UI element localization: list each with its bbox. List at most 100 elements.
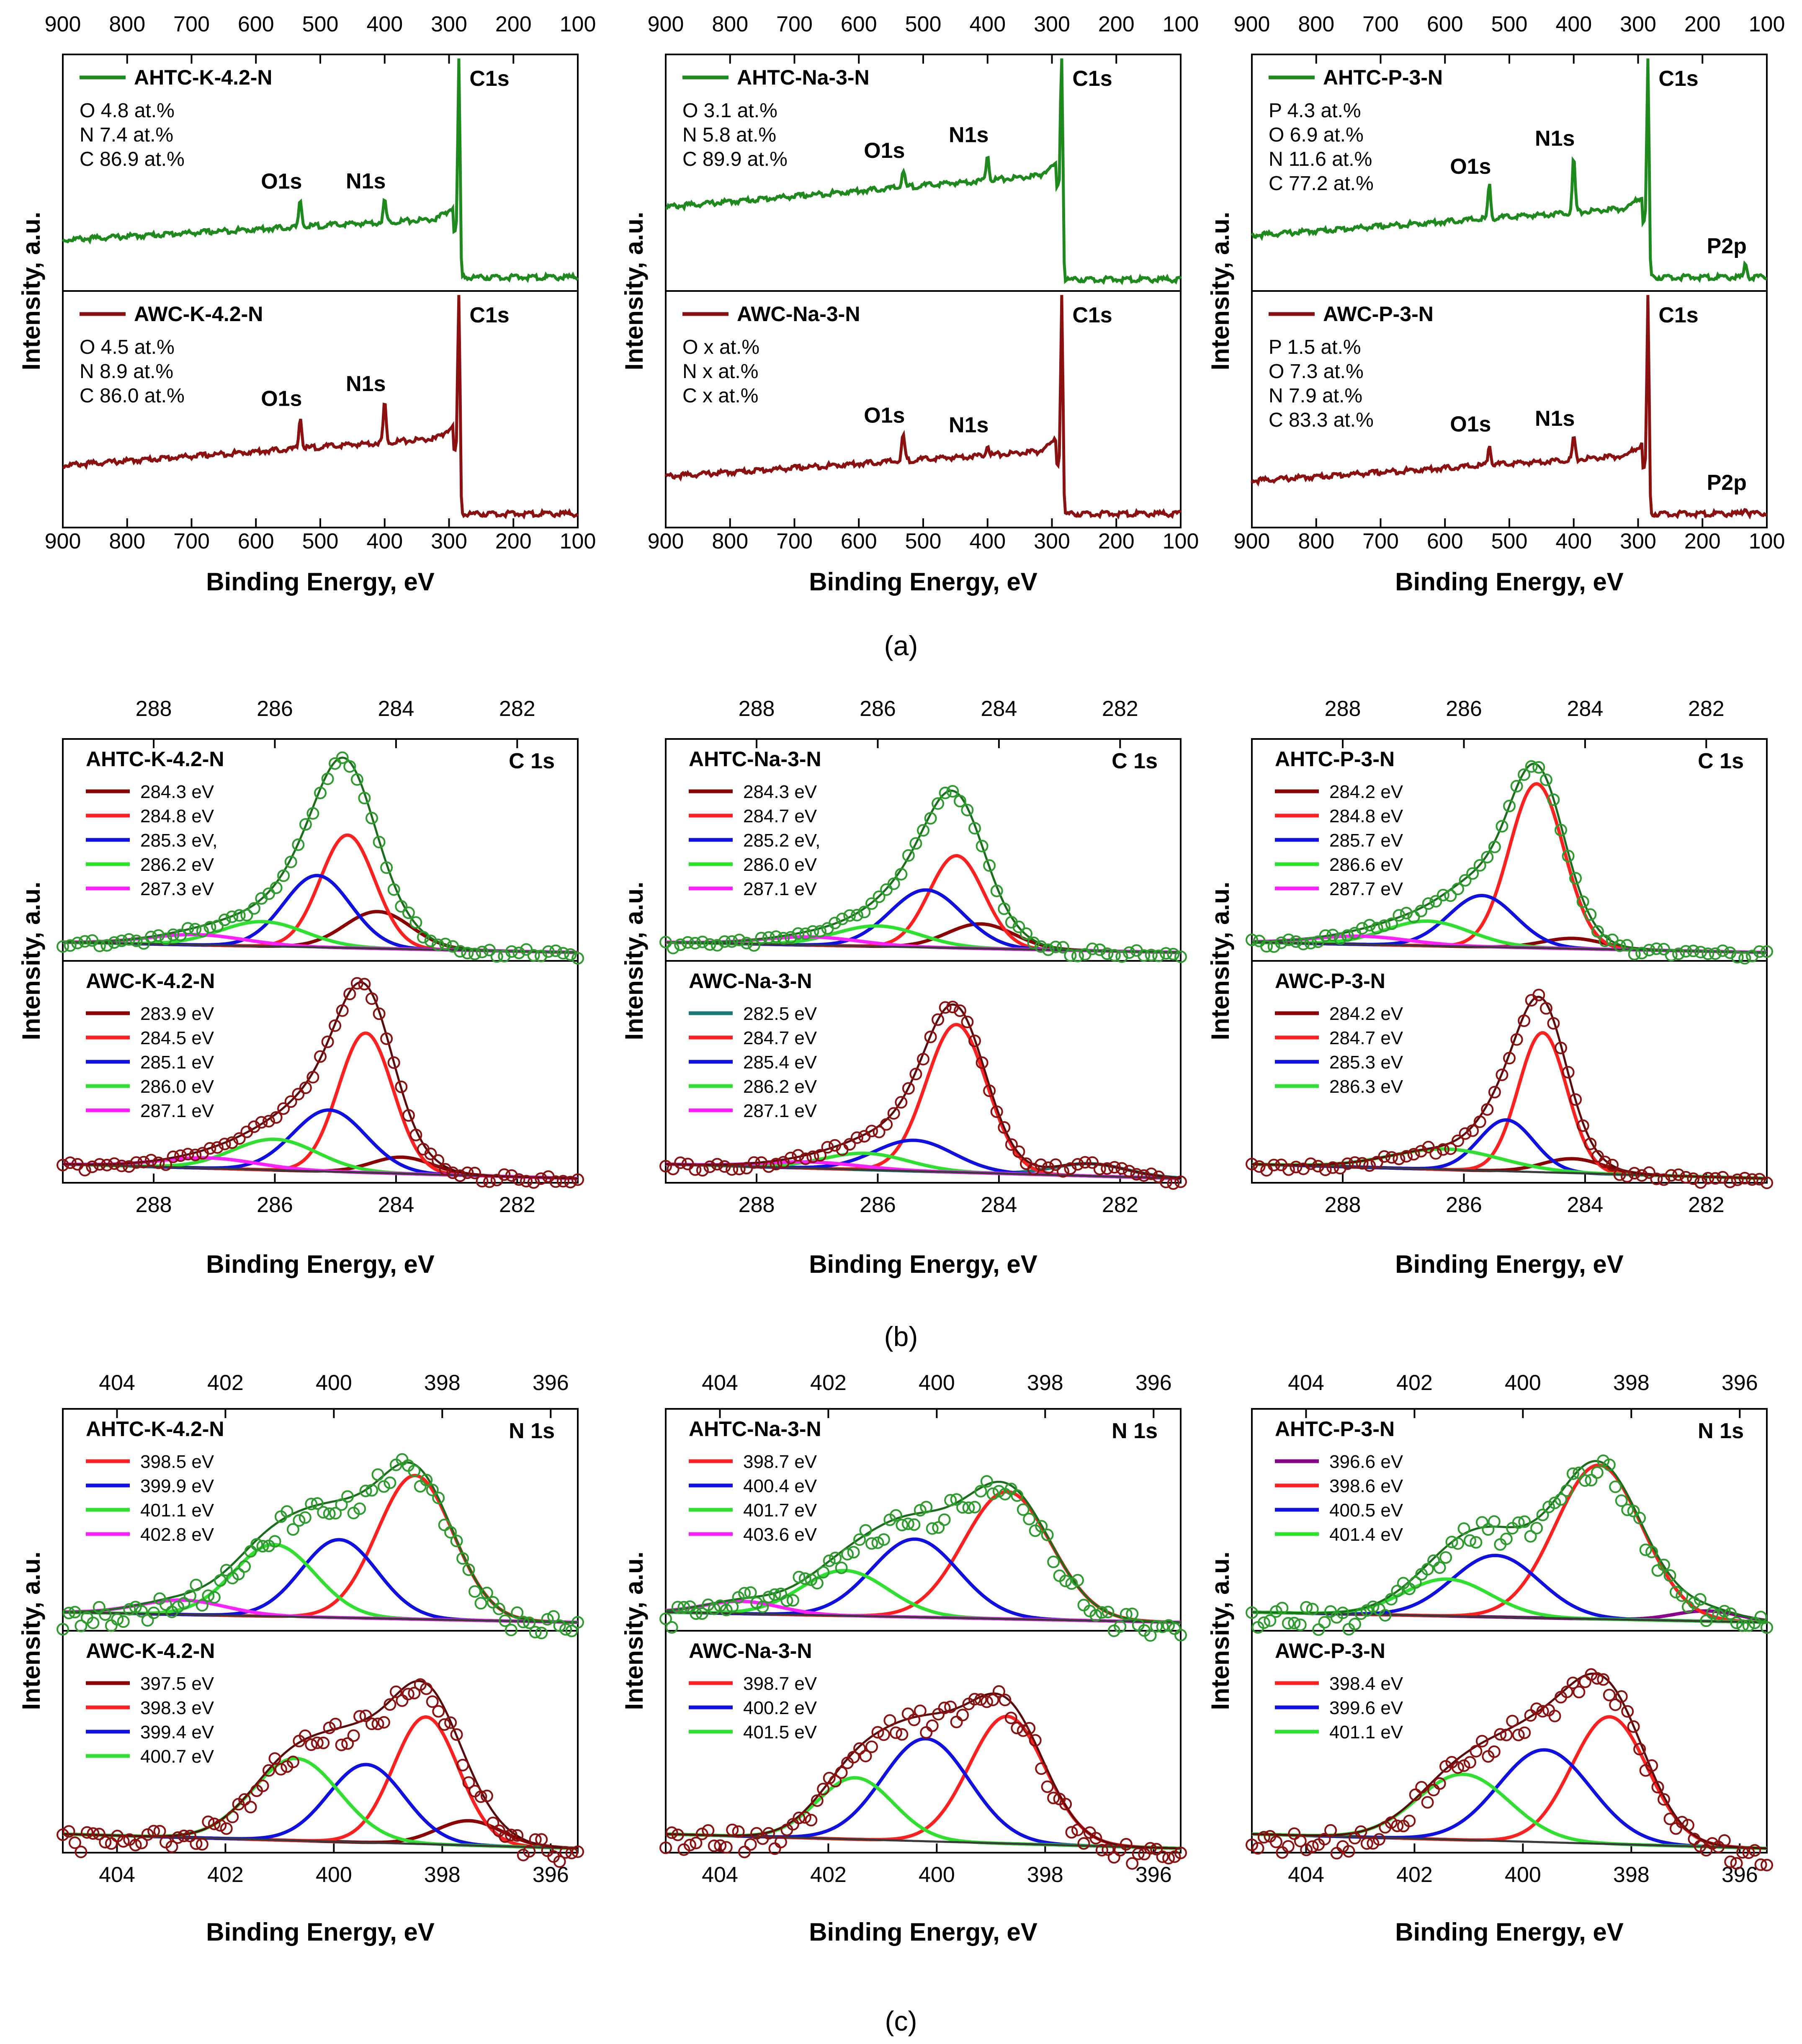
- data-point: [1319, 1164, 1332, 1176]
- data-point: [167, 928, 180, 941]
- data-point: [286, 1523, 299, 1536]
- data-point: [335, 1498, 348, 1511]
- data-point: [57, 1158, 69, 1171]
- data-point: [196, 924, 209, 937]
- data-point: [565, 1846, 578, 1859]
- data-point: [1444, 889, 1457, 902]
- data-point: [1576, 895, 1589, 908]
- series-name: AHTC-Na-3-N: [689, 1417, 821, 1441]
- data-point: [718, 935, 731, 948]
- legend-label: 284.7 eV: [743, 806, 817, 826]
- region-label: C 1s: [509, 749, 555, 773]
- data-point: [926, 1522, 939, 1535]
- data-point: [708, 1839, 721, 1852]
- data-point: [306, 807, 319, 820]
- data-point: [703, 1160, 716, 1173]
- data-point: [835, 1766, 848, 1779]
- data-point: [1282, 1163, 1295, 1176]
- data-point: [371, 1717, 384, 1730]
- peak-label: C1s: [1072, 303, 1112, 327]
- x-tick-label: 400: [1505, 1863, 1541, 1887]
- data-point: [944, 1494, 957, 1507]
- data-point: [1539, 1002, 1552, 1015]
- data-point: [1282, 1617, 1295, 1630]
- spectrum-line: [664, 295, 1182, 520]
- legend-label: 287.1 eV: [743, 879, 817, 899]
- chart-c2: 404 404 402 402 400 400 398 398 396 396 Binding En…: [620, 1371, 1187, 1946]
- data-point: [1367, 1600, 1380, 1613]
- x-tick-label: 400: [316, 1863, 352, 1887]
- data-point: [1627, 1720, 1640, 1733]
- data-point: [171, 1831, 184, 1844]
- data-point: [1174, 1175, 1187, 1188]
- data-point: [474, 1790, 487, 1803]
- data-point: [817, 1566, 830, 1579]
- data-point: [1174, 1629, 1187, 1642]
- data-point: [564, 1176, 577, 1189]
- data-point: [1555, 824, 1567, 837]
- data-point: [284, 1095, 297, 1108]
- data-point: [887, 877, 900, 890]
- x-tick-label: 900: [45, 529, 81, 553]
- x-tick-label-top: 300: [431, 12, 467, 36]
- legend-label: 400.2 eV: [743, 1698, 817, 1718]
- data-point: [1475, 1735, 1488, 1748]
- data-point: [1665, 1169, 1678, 1182]
- x-tick-label: 404: [99, 1863, 135, 1887]
- data-point: [917, 824, 929, 837]
- data-point: [1436, 1143, 1449, 1156]
- data-point: [938, 1702, 951, 1714]
- data-point: [1679, 1171, 1692, 1184]
- data-point: [821, 1141, 834, 1154]
- x-tick-label: 200: [1684, 529, 1721, 553]
- data-point: [836, 912, 849, 925]
- data-point: [1530, 1702, 1543, 1715]
- x-tick-label: 100: [560, 529, 596, 553]
- data-point: [123, 933, 136, 946]
- data-point: [1754, 1611, 1767, 1624]
- data-point: [220, 1822, 233, 1835]
- data-point: [1372, 1833, 1385, 1846]
- data-point: [1004, 1712, 1017, 1725]
- data-point: [902, 1082, 915, 1095]
- data-point: [950, 1715, 963, 1728]
- composition-text: N 8.9 at.%: [80, 360, 173, 383]
- x-tick-label: 400: [969, 529, 1006, 553]
- data-point: [1354, 1607, 1367, 1620]
- series-name: AWC-P-3-N: [1323, 302, 1434, 326]
- data-point: [1400, 1150, 1413, 1163]
- data-point: [733, 1163, 746, 1176]
- peak-label: N1s: [346, 169, 386, 193]
- legend-label: 284.3 eV: [140, 782, 214, 802]
- legend-label: 398.5 eV: [140, 1452, 214, 1472]
- data-point: [901, 1707, 914, 1720]
- data-point: [1288, 1617, 1301, 1630]
- x-tick-label: 500: [1491, 529, 1528, 553]
- data-point: [571, 1616, 584, 1629]
- data-point: [64, 939, 77, 952]
- data-point: [1422, 1140, 1435, 1153]
- x-tick-label-top: 800: [712, 12, 748, 36]
- data-point: [1107, 1851, 1120, 1864]
- data-point: [456, 1552, 469, 1565]
- data-point: [446, 1166, 459, 1179]
- composition-text: N 7.4 at.%: [80, 124, 173, 146]
- data-point: [1144, 1629, 1157, 1642]
- data-point: [1681, 1819, 1694, 1832]
- data-point: [1578, 1474, 1591, 1487]
- data-point: [420, 1682, 433, 1695]
- composition-text: C 77.2 at.%: [1269, 172, 1374, 195]
- data-point: [1730, 1857, 1743, 1870]
- data-point: [343, 988, 356, 1000]
- data-point: [1391, 1820, 1404, 1832]
- series-name: AWC-Na-3-N: [737, 302, 860, 326]
- data-point: [1613, 1168, 1626, 1181]
- data-point: [974, 1693, 987, 1706]
- caption-a: (a): [884, 630, 918, 661]
- data-point: [1114, 1620, 1127, 1633]
- data-point: [350, 773, 363, 786]
- data-point: [250, 1538, 263, 1551]
- data-point: [1023, 1722, 1036, 1735]
- data-point: [336, 751, 349, 764]
